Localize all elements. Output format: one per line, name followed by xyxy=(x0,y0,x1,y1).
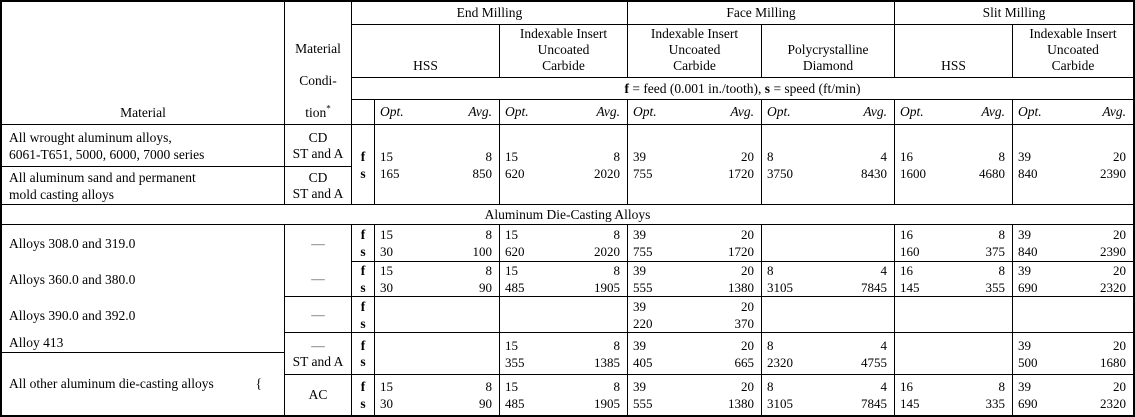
row-308-face-diamond xyxy=(762,225,895,262)
section-header-die-casting: Aluminum Die-Casting Alloys xyxy=(2,205,1133,225)
material-header-label: Material xyxy=(120,105,166,120)
condition-413: — ST and A xyxy=(285,333,352,375)
condition-column-header: Material Condi- tion* xyxy=(285,2,352,125)
row-413-end-hss xyxy=(375,333,500,375)
block1-end-carbide: 15 8 620 2020 xyxy=(500,125,628,205)
brace-glyph: { xyxy=(255,376,262,391)
material-308-319: Alloys 308.0 and 319.0 xyxy=(2,225,285,262)
row-other-end-hss: 15 8 30 90 xyxy=(375,375,500,415)
row-390-end-carbide xyxy=(500,297,628,333)
row-390-face-diamond xyxy=(762,297,895,333)
feed-speed-note: f = feed (0.001 in./tooth), s = speed (f… xyxy=(352,78,1133,100)
row-390-slit-hss xyxy=(895,297,1013,333)
condition-sand-mold-cast: CD ST and A xyxy=(285,167,352,205)
material-413: Alloy 413 xyxy=(2,333,285,353)
condition-390-392: — xyxy=(285,297,352,333)
row-360-slit-carbide: 39 20 690 2320 xyxy=(1013,262,1133,297)
group-header-face-milling: Face Milling xyxy=(628,2,895,25)
row-360-end-hss: 15 8 30 90 xyxy=(375,262,500,297)
subheader-end-carbide: Indexable Insert Uncoated Carbide xyxy=(500,25,628,78)
material-sand-mold-cast: All aluminum sand and permanent mold cas… xyxy=(2,167,285,205)
subheader-slit-carbide: Indexable Insert Uncoated Carbide xyxy=(1013,25,1133,78)
optavg-header-slit-hss: Opt. Avg. xyxy=(895,100,1013,125)
row-360-slit-hss: 16 8 145 355 xyxy=(895,262,1013,297)
row-308-end-hss: 15 8 30 100 xyxy=(375,225,500,262)
condition-footnote-asterisk: * xyxy=(326,103,331,114)
row-360-face-carbide: 39 20 555 1380 xyxy=(628,262,762,297)
row-413-end-carbide: 15 8 355 1385 xyxy=(500,333,628,375)
optavg-header-end-carbide: Opt. Avg. xyxy=(500,100,628,125)
subheader-face-diamond: Polycrystalline Diamond xyxy=(762,25,895,78)
row-413-slit-carbide: 39 20 500 1680 xyxy=(1013,333,1133,375)
subheader-end-hss: HSS xyxy=(352,25,500,78)
row-other-face-carbide: 39 20 555 1380 xyxy=(628,375,762,415)
optavg-spacer-cell xyxy=(352,100,375,125)
group-header-slit-milling: Slit Milling xyxy=(895,2,1133,25)
condition-header-label: Material Condi- tion* xyxy=(295,41,341,120)
row-390-slit-carbide xyxy=(1013,297,1133,333)
optavg-header-face-diamond: Opt. Avg. xyxy=(762,100,895,125)
row-308-slit-hss: 16 8 160 375 xyxy=(895,225,1013,262)
optavg-header-slit-carbide: Opt. Avg. xyxy=(1013,100,1133,125)
material-column-header: Material xyxy=(2,2,285,125)
condition-all-other: AC xyxy=(285,375,352,415)
row-390-face-carbide: 39 20 220 370 xyxy=(628,297,762,333)
row-other-slit-carbide: 39 20 690 2320 xyxy=(1018,379,1126,411)
condition-308-319: — xyxy=(285,225,352,262)
condition-wrought: CD ST and A xyxy=(285,125,352,167)
row-308-end-carbide: 15 8 620 2020 xyxy=(500,225,628,262)
row-360-end-carbide: 15 8 485 1905 xyxy=(500,262,628,297)
block1-face-carbide: 39 20 755 1720 xyxy=(628,125,762,205)
row-413-face-carbide: 39 20 405 665 xyxy=(628,333,762,375)
row-413-slit-hss xyxy=(895,333,1013,375)
row-308-slit-carbide: 39 20 840 2390 xyxy=(1013,225,1133,262)
optavg-header-end-hss: Opt. Avg. xyxy=(375,100,500,125)
note-s-symbol: s xyxy=(764,80,771,96)
subheader-face-carbide: Indexable Insert Uncoated Carbide xyxy=(628,25,762,78)
block1-end-hss: 15 8 165 850 xyxy=(375,125,500,205)
material-wrought-alloys: All wrought aluminum alloys, 6061-T651, … xyxy=(2,125,285,167)
optavg-header-face-carbide: Opt. Avg. xyxy=(628,100,762,125)
note-f-symbol: f xyxy=(624,80,629,96)
material-360-380: Alloys 360.0 and 380.0 xyxy=(2,262,285,297)
material-390-392: Alloys 390.0 and 392.0 xyxy=(2,297,285,333)
row-other-end-carbide: 15 8 485 1905 xyxy=(500,375,628,415)
group-header-end-milling: End Milling xyxy=(352,2,628,25)
subheader-slit-hss: HSS xyxy=(895,25,1013,78)
row-308-face-carbide: 39 20 755 1720 xyxy=(628,225,762,262)
material-all-other-die-casting: All other aluminum die-casting alloys { xyxy=(2,353,285,415)
row-390-end-hss xyxy=(375,297,500,333)
block1-slit-hss: 16 8 1600 4680 xyxy=(895,125,1013,205)
row-other-slit-hss: 16 8 145 335 xyxy=(895,375,1013,415)
block1-slit-carbide: 39 20 840 2390 xyxy=(1013,125,1133,205)
condition-360-380: — xyxy=(285,262,352,297)
